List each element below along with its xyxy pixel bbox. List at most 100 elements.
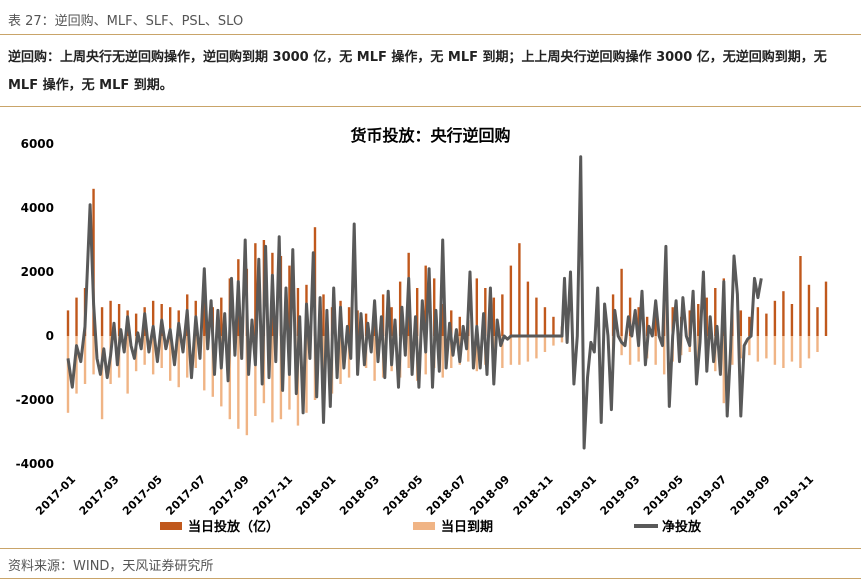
injection-bar [381, 294, 385, 336]
maturity-bar [245, 336, 249, 436]
maturity-bar [194, 336, 197, 368]
injection-bar [296, 288, 300, 336]
maturity-bar [339, 336, 342, 384]
injection-bar [169, 307, 172, 336]
injection-bar [620, 268, 623, 336]
injection-bar [645, 316, 649, 336]
maturity-bar [526, 336, 530, 362]
maturity-bar [143, 336, 146, 365]
legend-label: 当日到期 [441, 519, 493, 535]
summary-text: 逆回购：上周央行无逆回购操作，逆回购到期 3000 亿，无 MLF 操作，无 M… [8, 50, 827, 93]
maturity-bar [126, 336, 129, 394]
maturity-bar [424, 336, 427, 375]
maturity-bar [407, 336, 410, 368]
maturity-bar [169, 336, 172, 381]
injection-bar [484, 288, 487, 336]
maturity-bar [271, 336, 274, 423]
chart-area: 货币投放：央行逆回购 -4000 -2000 0 2000 4000 6000 2017-0… [0, 108, 861, 548]
x-tick-label: 2019-07 [684, 473, 729, 518]
injection-bar [756, 307, 760, 336]
x-tick-label: 2017-01 [33, 473, 78, 518]
legend-swatch [413, 522, 435, 530]
maturity-bar [807, 336, 811, 359]
legend-swatch [160, 522, 182, 530]
maturity-bar [790, 336, 794, 362]
x-tick-label: 2017-07 [163, 473, 208, 518]
maturity-bar [467, 336, 470, 362]
injection-bar [535, 297, 538, 336]
injection-bar [824, 281, 828, 336]
maturity-bar [765, 336, 768, 359]
maturity-bar [782, 336, 785, 368]
injection-bar [611, 294, 615, 336]
injection-bar [390, 307, 393, 336]
x-tick-label: 2018-05 [381, 473, 426, 518]
x-tick-label: 2019-03 [598, 473, 643, 518]
rule-bottom [0, 548, 861, 549]
maturity-bar [373, 336, 376, 381]
maturity-bar [560, 336, 564, 343]
maturity-bar [83, 336, 87, 384]
injection-bar [322, 294, 325, 336]
injection-bar [441, 304, 444, 336]
legend-label: 当日投放（亿） [188, 519, 279, 535]
injection-bar [220, 297, 223, 336]
maturity-bar [773, 336, 777, 365]
y-tick-label: 0 [46, 329, 54, 343]
x-tick-label: 2019-09 [728, 473, 773, 518]
injection-bar [799, 256, 802, 336]
maturity-bar [722, 336, 725, 404]
injection-bar [748, 316, 751, 336]
injection-bar [816, 307, 819, 336]
y-tick-label: 4000 [21, 201, 54, 215]
maturity-bar [441, 336, 444, 378]
maturity-bar [160, 336, 163, 368]
maturity-bar [186, 336, 189, 378]
injection-bar [628, 297, 632, 336]
maturity-bar [254, 336, 257, 416]
maturity-bar [620, 336, 623, 356]
maturity-bar [322, 336, 325, 397]
maturity-bar [509, 336, 513, 365]
injection-bar [790, 304, 794, 336]
maturity-bar [75, 336, 78, 394]
maturity-bar [475, 336, 479, 372]
injection-bar [765, 313, 768, 336]
x-tick-label: 2017-05 [120, 473, 165, 518]
injection-bar [347, 307, 351, 336]
injection-bar [66, 310, 70, 336]
y-tick-label: 6000 [21, 137, 54, 151]
rule-top [0, 34, 861, 35]
injection-bar [697, 304, 700, 336]
maturity-bar [177, 336, 180, 388]
x-tick-label: 2017-03 [77, 473, 122, 518]
legend-label: 净投放 [662, 519, 702, 535]
maturity-bar [237, 336, 240, 429]
maturity-bar [66, 336, 70, 413]
rule-mid [0, 106, 861, 107]
injection-bar [518, 243, 521, 336]
injection-bar [415, 288, 419, 336]
injection-bar [526, 281, 530, 336]
maturity-bar [756, 336, 760, 362]
chart-title: 货币投放：央行逆回购 [350, 126, 511, 145]
source-note: 资料来源：WIND，天风证券研究所 [8, 559, 214, 574]
injection-bar [492, 297, 496, 336]
injection-bar [773, 300, 777, 336]
injection-bar [288, 265, 291, 336]
injection-bar [134, 313, 138, 336]
injection-bar [203, 281, 206, 336]
injection-bar [509, 265, 513, 336]
maturity-bar [637, 336, 640, 362]
y-tick-label: -4000 [16, 457, 54, 471]
injection-bar [254, 243, 257, 336]
maturity-bar [799, 336, 802, 368]
maturity-bar [748, 336, 751, 356]
maturity-bar [203, 336, 206, 391]
maturity-bar [220, 336, 223, 407]
injection-bars [66, 188, 828, 336]
injection-bar [424, 265, 427, 336]
injection-bar [433, 278, 436, 336]
rule-end [0, 578, 861, 579]
injection-bar [705, 297, 708, 336]
